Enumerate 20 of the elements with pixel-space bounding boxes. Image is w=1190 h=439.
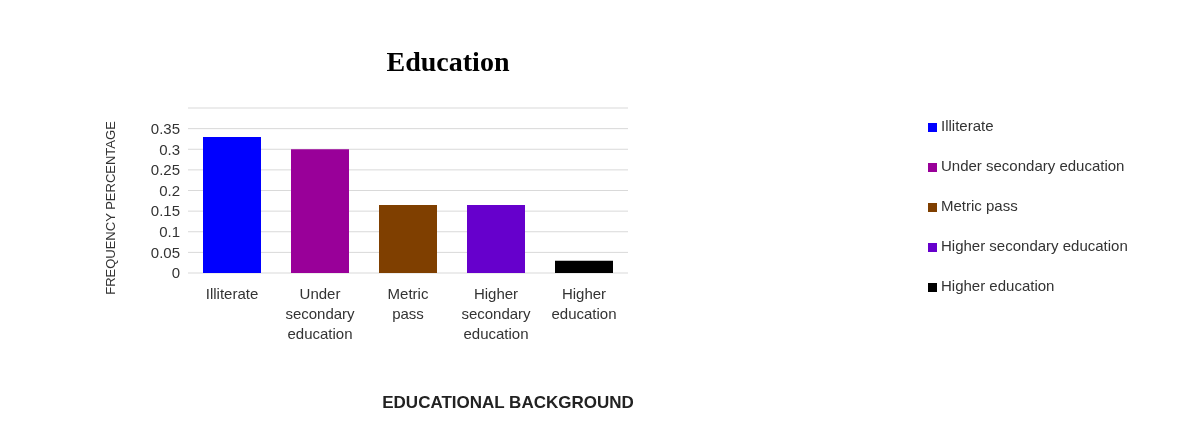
chart-title: Education xyxy=(385,46,511,78)
x-tick-label: Higher education xyxy=(551,285,617,322)
legend-label: Under secondary education xyxy=(941,157,1125,174)
legend-label: Metric pass xyxy=(941,197,1018,214)
y-tick-label: 0.15 xyxy=(150,202,180,220)
x-tick-label: Illiterate xyxy=(205,285,259,302)
y-tick-label: 0.05 xyxy=(150,243,180,261)
x-tick-label: Under secondary education xyxy=(285,285,356,342)
y-axis-title: FREQUENCY PERCENTAGE xyxy=(102,121,118,295)
y-tick-label: 0.3 xyxy=(159,140,180,158)
y-tick-label: 0 xyxy=(171,264,180,282)
x-tick-label: Higher secondary education xyxy=(461,285,532,342)
x-tick-label: Metric pass xyxy=(387,285,429,322)
y-tick-label: 0.2 xyxy=(159,181,180,199)
legend-label: Illiterate xyxy=(941,117,994,134)
x-axis-title: EDUCATIONAL BACKGROUND xyxy=(381,393,635,413)
legend-label: Higher secondary education xyxy=(941,237,1128,254)
y-tick-label: 0.1 xyxy=(159,223,180,241)
y-tick-label: 0.35 xyxy=(150,119,180,137)
y-tick-label: 0.25 xyxy=(150,161,180,179)
